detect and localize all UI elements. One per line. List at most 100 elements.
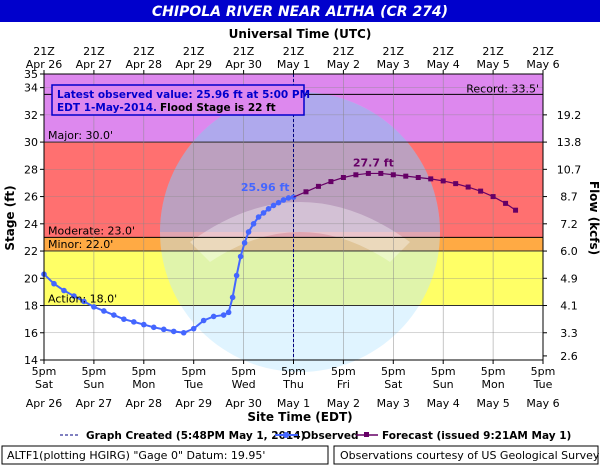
bottom-tick-weekday: Sun (433, 378, 454, 391)
observed-point (210, 313, 217, 320)
top-tick-date: Apr 30 (225, 58, 262, 71)
observed-point (225, 309, 232, 316)
record-label: Record: 33.5' (466, 82, 539, 95)
bottom-axis-label: Site Time (EDT) (247, 410, 352, 424)
observed-point (160, 326, 167, 333)
bottom-tick-date: May 1 (277, 397, 310, 410)
footer-datum: ALTF1(plotting HGIRG) "Gage 0" Datum: 19… (7, 449, 265, 462)
top-tick-date: May 1 (277, 58, 310, 71)
bottom-tick-time: 5pm (181, 365, 206, 378)
bottom-tick-time: 5pm (82, 365, 107, 378)
top-tick-time: 21Z (283, 45, 305, 58)
observed-point (111, 312, 117, 318)
footer-right-box (333, 445, 599, 465)
bottom-tick-time: 5pm (531, 365, 556, 378)
footer-left-box (1, 445, 329, 465)
forecast-point (465, 184, 471, 190)
flood-label-major: Major: 30.0' (48, 129, 113, 142)
bottom-tick-time: 5pm (281, 365, 306, 378)
top-tick-time: 21Z (432, 45, 454, 58)
observed-point (270, 202, 277, 209)
observed-point (91, 304, 97, 310)
bottom-tick-weekday: Tue (183, 378, 203, 391)
top-axis-label: Universal Time (UTC) (229, 27, 372, 41)
observed-series-line (43, 196, 294, 334)
top-tick-time: 21Z (383, 45, 405, 58)
observed-point (101, 308, 107, 314)
observed-point (71, 293, 77, 299)
observed-point (260, 210, 267, 216)
forecast-point (428, 176, 434, 182)
bottom-tick-weekday: Sat (384, 378, 403, 391)
legend-forecast-marker (364, 432, 369, 437)
observed-point (61, 287, 67, 294)
y-tick-label: 14 (24, 354, 38, 367)
forecast-point (403, 173, 409, 179)
observed-point (141, 321, 147, 328)
forecast-point (303, 189, 309, 195)
flood-label-action: Action: 18.0' (48, 293, 117, 306)
forecast-point (478, 188, 484, 194)
y2-tick-label: 13.8 (557, 136, 582, 149)
observed-point (51, 280, 57, 287)
top-tick-time: 21Z (183, 45, 205, 58)
top-tick-date: Apr 27 (76, 58, 113, 71)
y2-tick-label: 4.9 (560, 272, 578, 285)
y-tick-label: 24 (24, 218, 38, 231)
observed-latest-label: 25.96 ft (241, 181, 290, 194)
top-tick-date: May 4 (427, 58, 460, 71)
bottom-tick-date: May 5 (476, 397, 509, 410)
bottom-tick-date: Apr 30 (225, 397, 262, 410)
top-tick-time: 21Z (532, 45, 554, 58)
bottom-tick-date: Apr 26 (26, 397, 63, 410)
bottom-tick-date: Apr 27 (76, 397, 113, 410)
forecast-point (440, 178, 446, 184)
flood-stage-text: Flood Stage is 22 ft (160, 102, 276, 114)
y2-tick-label: 2.6 (560, 350, 578, 363)
top-tick-date: Apr 26 (26, 58, 63, 71)
y-tick-label: 18 (24, 300, 38, 313)
forecast-peak-label: 27.7 ft (353, 156, 394, 169)
y-tick-label: 30 (24, 136, 38, 149)
observed-point (190, 325, 197, 332)
forecast-point (378, 170, 384, 176)
noaa-seal-upper-icon (160, 92, 440, 232)
bottom-tick-date: May 2 (327, 397, 360, 410)
bottom-tick-weekday: Tue (533, 378, 553, 391)
observed-point (233, 272, 240, 279)
forecast-point (340, 175, 346, 181)
noaa-seal-icon (160, 92, 440, 372)
top-tick-date: May 5 (476, 58, 509, 71)
chart-title: CHIPOLA RIVER NEAR ALTHA (CR 274) (152, 4, 448, 20)
observed-point (245, 229, 252, 235)
bottom-tick-time: 5pm (431, 365, 456, 378)
y-tick-label: 20 (24, 272, 38, 285)
y-tick-label: 26 (24, 191, 38, 204)
latest-value-date: EDT 1-May-2014. (57, 102, 157, 114)
observed-point (220, 312, 227, 318)
forecast-point (390, 172, 396, 178)
bottom-tick-time: 5pm (381, 365, 406, 378)
top-tick-time: 21Z (133, 45, 155, 58)
y-tick-label: 16 (24, 327, 38, 340)
y2-tick-label: 6.0 (560, 245, 578, 258)
top-tick-date: May 3 (377, 58, 410, 71)
legend-forecast-label: Forecast (issued 9:21AM May 1) (382, 430, 571, 442)
y2-tick-label: 7.2 (560, 218, 578, 231)
top-tick-date: May 6 (526, 58, 559, 71)
top-tick-time: 21Z (482, 45, 504, 58)
top-tick-date: Apr 29 (175, 58, 212, 71)
bottom-tick-date: Apr 29 (175, 397, 212, 410)
top-tick-time: 21Z (233, 45, 255, 58)
forecast-point (353, 172, 359, 178)
bottom-tick-time: 5pm (331, 365, 356, 378)
y2-tick-label: 8.7 (560, 191, 578, 204)
bottom-tick-weekday: Mon (481, 378, 504, 391)
forecast-point (415, 175, 421, 181)
forecast-point (328, 179, 334, 185)
flood-label-minor: Minor: 22.0' (48, 238, 113, 251)
forecast-point (315, 183, 321, 189)
bottom-tick-time: 5pm (481, 365, 506, 378)
forecast-point (365, 170, 371, 176)
y-tick-label: 28 (24, 163, 38, 176)
